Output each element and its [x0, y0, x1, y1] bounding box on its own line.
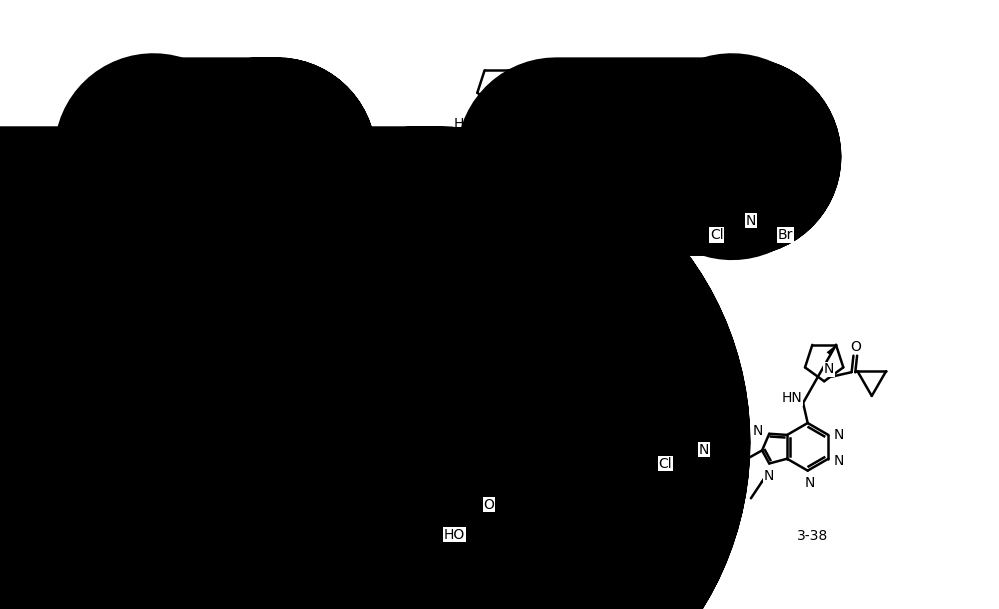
Text: N: N	[307, 449, 318, 463]
Text: Boc: Boc	[529, 91, 552, 104]
Text: N: N	[823, 362, 834, 376]
Text: N: N	[307, 423, 318, 437]
Text: N: N	[321, 214, 332, 228]
Text: HN: HN	[782, 392, 802, 406]
Text: N: N	[505, 153, 515, 167]
Text: 3) TFA: 3) TFA	[487, 405, 530, 419]
Text: 1) DIEA: 1) DIEA	[296, 133, 348, 147]
Text: 2) Pd(OAc)₂,: 2) Pd(OAc)₂,	[633, 67, 717, 81]
Text: HO: HO	[444, 528, 465, 542]
Text: N: N	[496, 88, 506, 102]
Text: N: N	[833, 428, 843, 442]
Text: N: N	[128, 138, 138, 152]
Text: ди(адамантан-1-ил)-: ди(адамантан-1-ил)-	[633, 85, 786, 99]
Text: N: N	[226, 420, 236, 434]
Text: N: N	[298, 358, 308, 372]
Text: N: N	[764, 470, 774, 484]
Polygon shape	[499, 70, 508, 81]
Text: H₂N: H₂N	[282, 203, 308, 217]
Text: ~: ~	[330, 219, 339, 230]
Text: N: N	[477, 201, 487, 215]
Text: O: O	[484, 498, 495, 512]
Text: 3-38: 3-38	[796, 529, 828, 543]
Text: N: N	[209, 168, 219, 182]
Polygon shape	[826, 345, 836, 356]
Text: Cl: Cl	[131, 452, 144, 466]
Polygon shape	[321, 197, 334, 208]
Text: N: N	[425, 149, 435, 163]
Text: N: N	[278, 471, 289, 485]
Text: N: N	[238, 465, 248, 479]
Text: N: N	[752, 424, 762, 438]
Text: K₃PO₄: K₃PO₄	[633, 125, 673, 139]
Polygon shape	[301, 340, 310, 351]
Text: N: N	[804, 476, 815, 490]
Text: Cl: Cl	[658, 457, 672, 471]
Text: ~: ~	[306, 362, 316, 373]
Text: N: N	[833, 454, 843, 468]
Text: Br: Br	[777, 228, 793, 242]
Text: N: N	[140, 184, 150, 198]
Text: N: N	[699, 443, 709, 457]
Text: Cl: Cl	[177, 118, 190, 132]
Text: N: N	[437, 195, 447, 209]
Text: Cl: Cl	[710, 228, 723, 242]
Text: (бутил)фосфин: (бутил)фосфин	[633, 102, 746, 116]
Text: Boc: Boc	[331, 361, 354, 374]
Text: Boc: Boc	[355, 218, 378, 231]
Text: N: N	[209, 143, 219, 157]
Text: N: N	[180, 190, 191, 204]
Text: ~: ~	[504, 93, 513, 102]
Text: O: O	[850, 339, 861, 353]
Text: HN: HN	[455, 117, 475, 131]
Text: HN: HN	[256, 387, 276, 401]
Text: N: N	[745, 214, 756, 228]
Text: N: N	[505, 179, 515, 193]
Text: N: N	[171, 438, 181, 452]
Text: 4) TEA: 4) TEA	[486, 454, 531, 468]
Text: Промежуточное
соединение VA: Промежуточное соединение VA	[127, 239, 240, 269]
